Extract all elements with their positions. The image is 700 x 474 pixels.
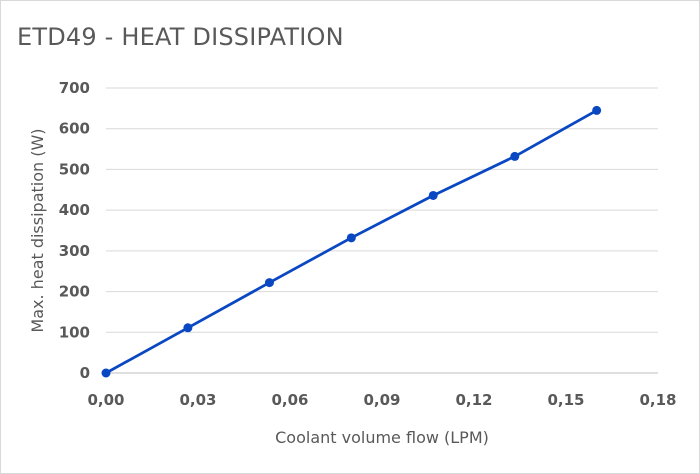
data-point (592, 105, 602, 115)
chart-title: ETD49 - HEAT DISSIPATION (17, 23, 344, 51)
x-tick-label: 0,00 (87, 391, 124, 409)
x-axis-label: Coolant volume flow (LPM) (275, 428, 489, 447)
data-point (428, 190, 438, 200)
gridlines (106, 87, 658, 374)
y-tick-labels: 0 100 200 300 400 500 600 700 (59, 79, 90, 382)
y-tick-label: 700 (59, 79, 90, 97)
data-point (346, 233, 356, 243)
x-tick-label: 0,15 (547, 391, 584, 409)
data-point (183, 323, 193, 333)
y-tick-label: 0 (80, 364, 90, 382)
x-tick-labels: 0,00 0,03 0,06 0,09 0,12 0,15 0,18 (87, 391, 676, 409)
data-point (510, 151, 520, 161)
y-axis-label: Max. heat dissipation (W) (28, 128, 47, 332)
y-tick-label: 600 (59, 120, 90, 138)
y-tick-label: 500 (59, 160, 90, 178)
x-tick-label: 0,18 (639, 391, 676, 409)
data-point (101, 368, 111, 378)
series-group (101, 105, 602, 378)
x-tick-label: 0,09 (363, 391, 400, 409)
x-tick-label: 0,06 (271, 391, 308, 409)
x-tick-label: 0,12 (455, 391, 492, 409)
y-tick-label: 300 (59, 242, 90, 260)
data-point (264, 278, 274, 288)
y-tick-label: 200 (59, 283, 90, 301)
y-tick-label: 100 (59, 323, 90, 341)
y-tick-label: 400 (59, 201, 90, 219)
x-tick-label: 0,03 (179, 391, 216, 409)
